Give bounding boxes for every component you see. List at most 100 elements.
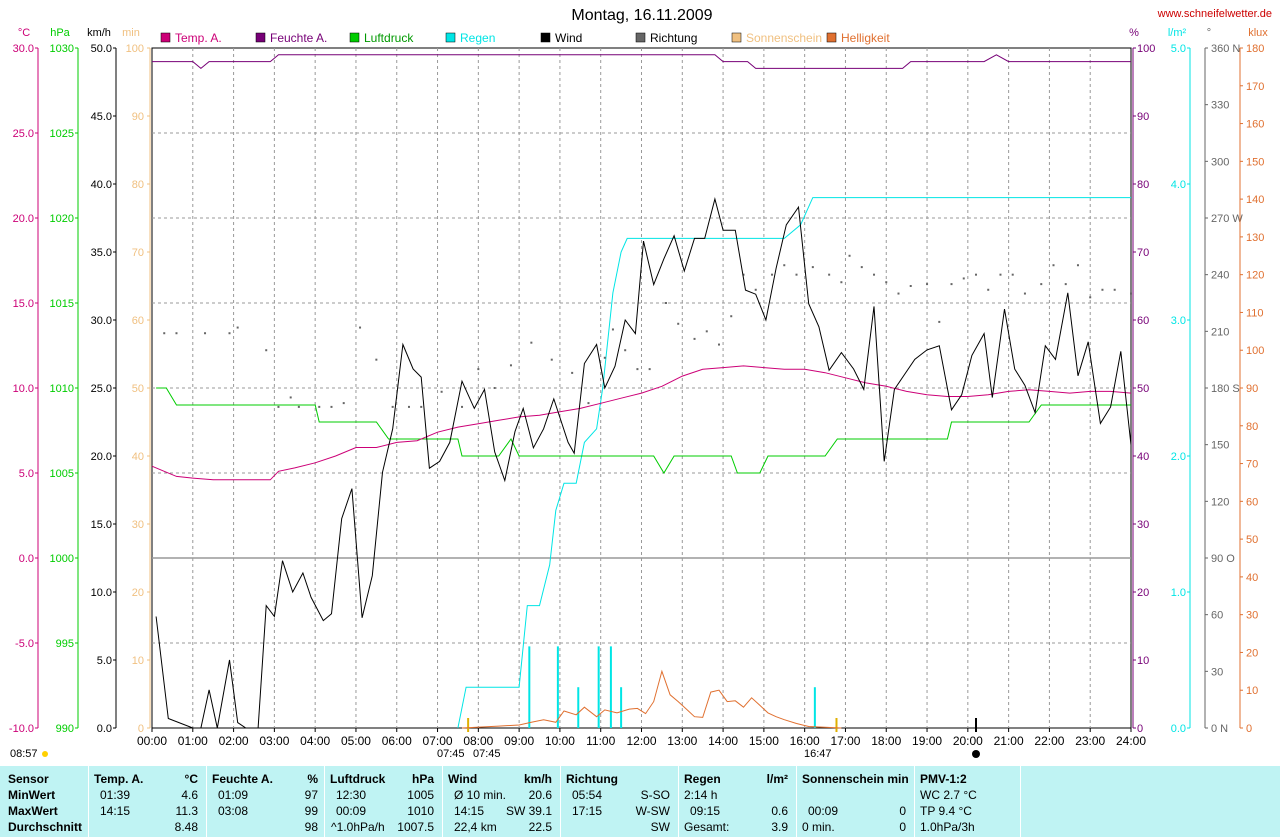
sun-hours-label: 08:57 [10, 748, 38, 760]
temp-axis-tick-label: 30.0 [13, 43, 34, 55]
humidity-axis-tick-label: 0 [1137, 723, 1143, 735]
sunshine-axis-tick-label: 10 [132, 655, 144, 667]
direction-dot [783, 264, 786, 267]
direction-dot [897, 292, 900, 295]
direction-dot [811, 266, 814, 269]
pressure-axis-tick-label: 990 [56, 723, 74, 735]
stats-hum-avg-value: 98 [304, 820, 318, 834]
direction-dot [1023, 292, 1026, 295]
rain-axis-tick-label: 1.0 [1171, 587, 1186, 599]
rain-axis-tick-label: 4.0 [1171, 179, 1186, 191]
direction-axis-unit: ° [1207, 27, 1211, 39]
temp-axis-tick-label: 10.0 [13, 383, 34, 395]
stats-dir-avg-value: SW [650, 820, 670, 834]
x-tick-label: 11:00 [586, 734, 615, 748]
brightness-axis-unit: klux [1248, 27, 1268, 39]
x-tick-label: 18:00 [871, 734, 901, 748]
stats-press-min-value: 1005 [407, 788, 434, 802]
direction-dot [440, 390, 443, 393]
direction-dot [297, 405, 300, 408]
x-tick-label: 04:00 [300, 734, 330, 748]
wind-axis-tick-label: 50.0 [91, 43, 112, 55]
direction-dot [1064, 283, 1067, 286]
direction-dot [420, 405, 423, 408]
stats-pmv-header: PMV-1:2 [920, 772, 967, 786]
direction-dot [530, 341, 533, 344]
direction-dot [974, 273, 977, 276]
pressure-axis-unit: hPa [50, 27, 70, 39]
sunrise2-label: 07:45 [473, 748, 501, 760]
stats-hum-max-value: 99 [304, 804, 318, 818]
stats-wind-distance: 22,4 km [454, 820, 497, 834]
x-tick-label: 17:00 [830, 734, 860, 748]
brightness-axis-tick-label: 90 [1246, 383, 1258, 395]
direction-dot [885, 281, 888, 284]
brightness-axis-tick-label: 130 [1246, 232, 1264, 244]
sunshine-axis-tick-label: 100 [126, 43, 144, 55]
sunshine-axis-tick-label: 50 [132, 383, 144, 395]
direction-dot [718, 343, 721, 346]
x-tick-label: 02:00 [219, 734, 249, 748]
direction-dot [648, 368, 651, 371]
brightness-axis-tick-label: 60 [1246, 496, 1258, 508]
direction-axis-tick-label: 270 W [1211, 213, 1243, 225]
pressure-axis-tick-label: 1010 [50, 383, 74, 395]
rain-axis-unit: l/m² [1168, 27, 1187, 39]
brightness-axis-tick-label: 120 [1246, 270, 1264, 282]
chart-grid [151, 47, 1132, 729]
x-tick-label: 12:00 [626, 734, 656, 748]
stats-temp-max-value: 11.3 [175, 804, 198, 818]
chart-title: Montag, 16.11.2009 [571, 7, 712, 24]
direction-dot [1011, 273, 1014, 276]
legend-label-6: Sonnenschein [746, 31, 822, 45]
temp-axis-tick-label: -10.0 [9, 723, 34, 735]
direction-dot [204, 332, 207, 335]
pressure-axis-tick-label: 1015 [50, 298, 74, 310]
stats-dir-min-time: 05:54 [572, 788, 603, 802]
stats-temp-min-value: 4.6 [181, 788, 198, 802]
stats-press-max-value: 1010 [407, 804, 434, 818]
x-tick-label: 15:00 [749, 734, 779, 748]
direction-dot [550, 358, 553, 361]
stats-press-max-time: 00:09 [336, 804, 367, 818]
humidity-axis-tick-label: 70 [1137, 247, 1149, 259]
x-tick-label: 08:00 [463, 734, 493, 748]
direction-dot [938, 320, 941, 323]
direction-axis-tick-label: 240 [1211, 270, 1229, 282]
humidity-axis-tick-label: 90 [1137, 111, 1149, 123]
brightness-axis-tick-label: 100 [1246, 345, 1264, 357]
stats-sun-header: Sonnenschein min [802, 772, 909, 786]
direction-axis-tick-label: 180 S [1211, 383, 1240, 395]
x-tick-label: 13:00 [667, 734, 697, 748]
stats-pmv-pressure-trend: 1.0hPa/3h [920, 820, 975, 834]
stats-press-unit: hPa [411, 772, 434, 786]
direction-dot [999, 273, 1002, 276]
stats-rain-total-value: 3.9 [771, 820, 788, 834]
direction-dot [228, 332, 231, 335]
direction-dot [1130, 292, 1132, 295]
direction-axis-tick-label: 210 [1211, 326, 1229, 338]
stats-wind-header: Wind [448, 772, 478, 786]
wind-axis-tick-label: 45.0 [91, 111, 112, 123]
direction-dot [962, 277, 965, 280]
pressure-axis-tick-label: 1025 [50, 128, 74, 140]
x-tick-label: 24:00 [1116, 734, 1146, 748]
legend-swatch-1 [255, 32, 266, 43]
humidity-axis-unit: % [1129, 27, 1139, 39]
pressure-axis-tick-label: 1005 [50, 468, 74, 480]
wind-axis-tick-label: 30.0 [91, 315, 112, 327]
legend: Temp. A. Feuchte A. Luftdruck Regen Wind Rich… [160, 31, 890, 45]
direction-dot [318, 405, 321, 408]
stats-minwert-label: MinWert [8, 788, 56, 802]
moon-icon [971, 750, 980, 758]
stats-wind-min-label: Ø 10 min. [454, 788, 507, 802]
legend-swatch-6 [731, 32, 742, 43]
direction-axis-tick-label: 60 [1211, 610, 1223, 622]
rain-axis-tick-label: 0.0 [1171, 723, 1186, 735]
stats-hum-min-time: 01:09 [218, 788, 249, 802]
humidity-axis-tick-label: 60 [1137, 315, 1149, 327]
direction-dot [840, 281, 843, 284]
direction-dot [828, 273, 831, 276]
humidity-axis-tick-label: 20 [1137, 587, 1149, 599]
brightness-axis-tick-label: 70 [1246, 459, 1258, 471]
